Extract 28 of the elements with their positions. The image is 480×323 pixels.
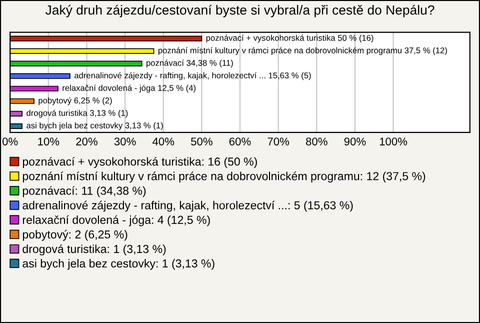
x-tick-label: 90% [344, 138, 366, 146]
x-tick-label: 30% [114, 138, 136, 146]
x-tick-label: 20% [76, 138, 98, 146]
chart-title: Jaký druh zájezdu/cestovaní byste si vybral/a při cestě do Nepálu? [45, 4, 434, 18]
x-tick-label: 100% [380, 138, 408, 146]
x-tick-label: 10% [38, 138, 60, 146]
legend-label: poznávací: 11 (34,38 %) [22, 186, 146, 198]
data-label: asi bych jela bez cestovky 3,13 % (1) [26, 122, 163, 130]
legend-label: pobytový: 2 (6,25 %) [22, 230, 128, 241]
data-label: drogová turistika 3,13 % (1) [26, 110, 128, 118]
data-label: poznávací 34,38 % (11) [146, 60, 233, 68]
legend-label: poznávací + vysokohorská turistika: 16 (50 %) [22, 157, 257, 168]
x-tick-label: 70% [268, 138, 290, 146]
data-label: poznání místní kultury v rámci práce na dobrovolnickém programu 37,5 % (12) [158, 47, 447, 56]
legend-label: asi bych jela bez cestovky: 1 (3,13 %) [22, 259, 214, 270]
x-tick-label: 40% [152, 138, 174, 146]
legend-label: relaxační dovolená - jóga: 4 (12,5 %) [22, 215, 210, 226]
x-tick-label: 60% [229, 138, 251, 146]
legend-label: drogová turistika: 1 (3,13 %) [22, 244, 166, 256]
data-label: poznávací + vysokohorská turistika 50 % (16) [206, 34, 374, 42]
x-tick-label: 80% [306, 138, 328, 146]
data-label: adrenalinové zájezdy - rafting, kajak, horolezectví ... 15,63 % (5) [74, 72, 311, 80]
x-tick-label: 0% [2, 138, 18, 146]
x-tick-label: 50% [191, 138, 212, 146]
legend-label: poznání místní kultury v rámci práce na dobrovolnickém programu: 12 (37,5 %) [22, 172, 426, 183]
legend-label: adrenalinové zájezdy - rafting, kajak, horolezectví ...: 5 (15,63 %) [22, 200, 353, 212]
data-label: pobytový 6,25 % (2) [38, 97, 112, 106]
data-label: relaxační dovolená - jóga 12,5 % (4) [62, 84, 196, 93]
